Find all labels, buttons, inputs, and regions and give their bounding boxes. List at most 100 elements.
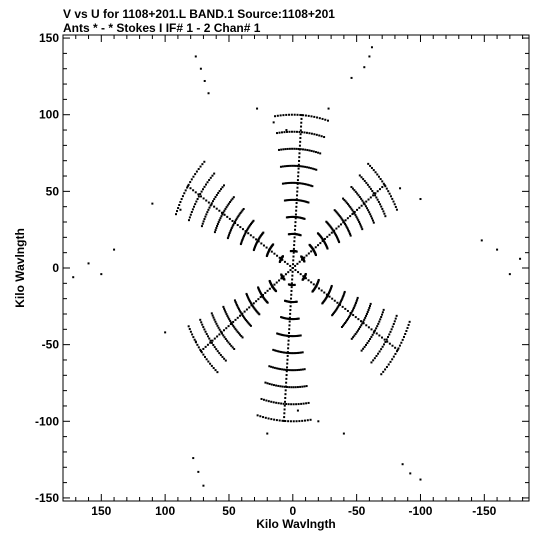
uv-point: [189, 181, 192, 184]
uv-point: [226, 314, 229, 317]
uv-point: [290, 282, 293, 285]
uv-point: [307, 201, 310, 204]
uv-point: [281, 351, 284, 354]
uv-point: [234, 300, 237, 303]
uv-point: [305, 200, 308, 203]
uv-point: [222, 329, 225, 332]
uv-point: [344, 200, 347, 203]
uv-point: [288, 316, 291, 319]
uv-point: [369, 187, 372, 190]
uv-point: [242, 235, 245, 238]
uv-point: [280, 131, 283, 134]
uv-point: [277, 367, 280, 370]
uv-point: [233, 299, 236, 302]
uv-point: [239, 333, 242, 336]
uv-point: [339, 223, 342, 226]
uv-point: [392, 322, 395, 325]
uv-point: [347, 317, 350, 320]
uv-point: [235, 329, 238, 332]
uv-point: [217, 326, 220, 329]
uv-point: [250, 221, 253, 224]
uv-point: [372, 331, 375, 334]
uv-point: [281, 165, 284, 168]
uv-point: [252, 249, 255, 252]
uv-point: [359, 224, 362, 227]
uv-point: [233, 220, 236, 223]
uv-point: [260, 397, 263, 400]
uv-point: [326, 119, 329, 122]
uv-point: [297, 147, 300, 150]
uv-point: [266, 382, 269, 385]
uv-point: [285, 182, 288, 185]
uv-point: [275, 401, 278, 404]
uv-point: [302, 402, 305, 405]
uv-point: [288, 386, 291, 389]
uv-point: [306, 201, 309, 204]
uv-point: [293, 164, 296, 167]
uv-point: [255, 238, 258, 241]
uv-point: [286, 362, 289, 365]
uv-point: [264, 291, 267, 294]
uv-point: [244, 230, 247, 233]
uv-point: [275, 281, 278, 284]
uv-point: [295, 205, 298, 208]
uv-point: [223, 209, 226, 212]
uv-point: [384, 340, 387, 343]
uv-point: [226, 215, 229, 218]
uv-point: [280, 273, 283, 276]
uv-point: [327, 107, 330, 110]
uv-point: [221, 186, 224, 189]
uv-point: [284, 148, 287, 151]
uv-point: [273, 283, 276, 286]
uv-point: [225, 313, 228, 316]
uv-point: [316, 116, 319, 119]
uv-point: [287, 164, 290, 167]
uv-point: [290, 335, 293, 338]
uv-point: [227, 325, 230, 328]
uv-point: [210, 312, 213, 315]
uv-point: [394, 346, 397, 349]
uv-point: [259, 415, 262, 418]
uv-point: [266, 432, 269, 435]
uv-point: [334, 232, 337, 235]
uv-point: [210, 341, 213, 344]
uv-point: [197, 193, 200, 196]
uv-point: [312, 283, 315, 286]
uv-point: [377, 200, 380, 203]
plot-title: V vs U for 1108+201.L BAND.1 Source:1108…: [63, 7, 335, 21]
uv-point: [151, 202, 154, 205]
uv-point: [325, 293, 328, 296]
uv-point: [270, 400, 273, 403]
uv-point: [298, 199, 301, 202]
uv-point: [232, 320, 235, 323]
uv-point: [213, 205, 216, 208]
uv-point: [254, 308, 257, 311]
uv-point: [239, 226, 242, 229]
uv-point: [264, 381, 267, 384]
uv-point: [253, 307, 256, 310]
uv-point: [395, 208, 398, 211]
uv-point: [298, 351, 301, 354]
uv-point: [370, 215, 373, 218]
uv-point: [419, 198, 422, 201]
uv-point: [291, 270, 294, 273]
uv-point: [236, 305, 239, 308]
uv-point: [371, 217, 374, 220]
uv-point: [259, 296, 262, 299]
uv-point: [371, 333, 374, 336]
uv-point: [321, 117, 324, 120]
uv-point: [381, 336, 384, 339]
uv-point: [305, 402, 308, 405]
uv-point: [300, 258, 303, 261]
uv-point: [294, 369, 297, 372]
uv-point: [314, 151, 317, 154]
uv-point: [238, 213, 241, 216]
uv-point: [304, 277, 307, 280]
uv-point: [229, 319, 232, 322]
uv-point: [302, 200, 305, 203]
uv-point: [210, 202, 213, 205]
uv-point: [256, 414, 259, 417]
uv-point: [272, 121, 275, 124]
uv-point: [340, 300, 343, 303]
uv-point: [268, 382, 271, 385]
